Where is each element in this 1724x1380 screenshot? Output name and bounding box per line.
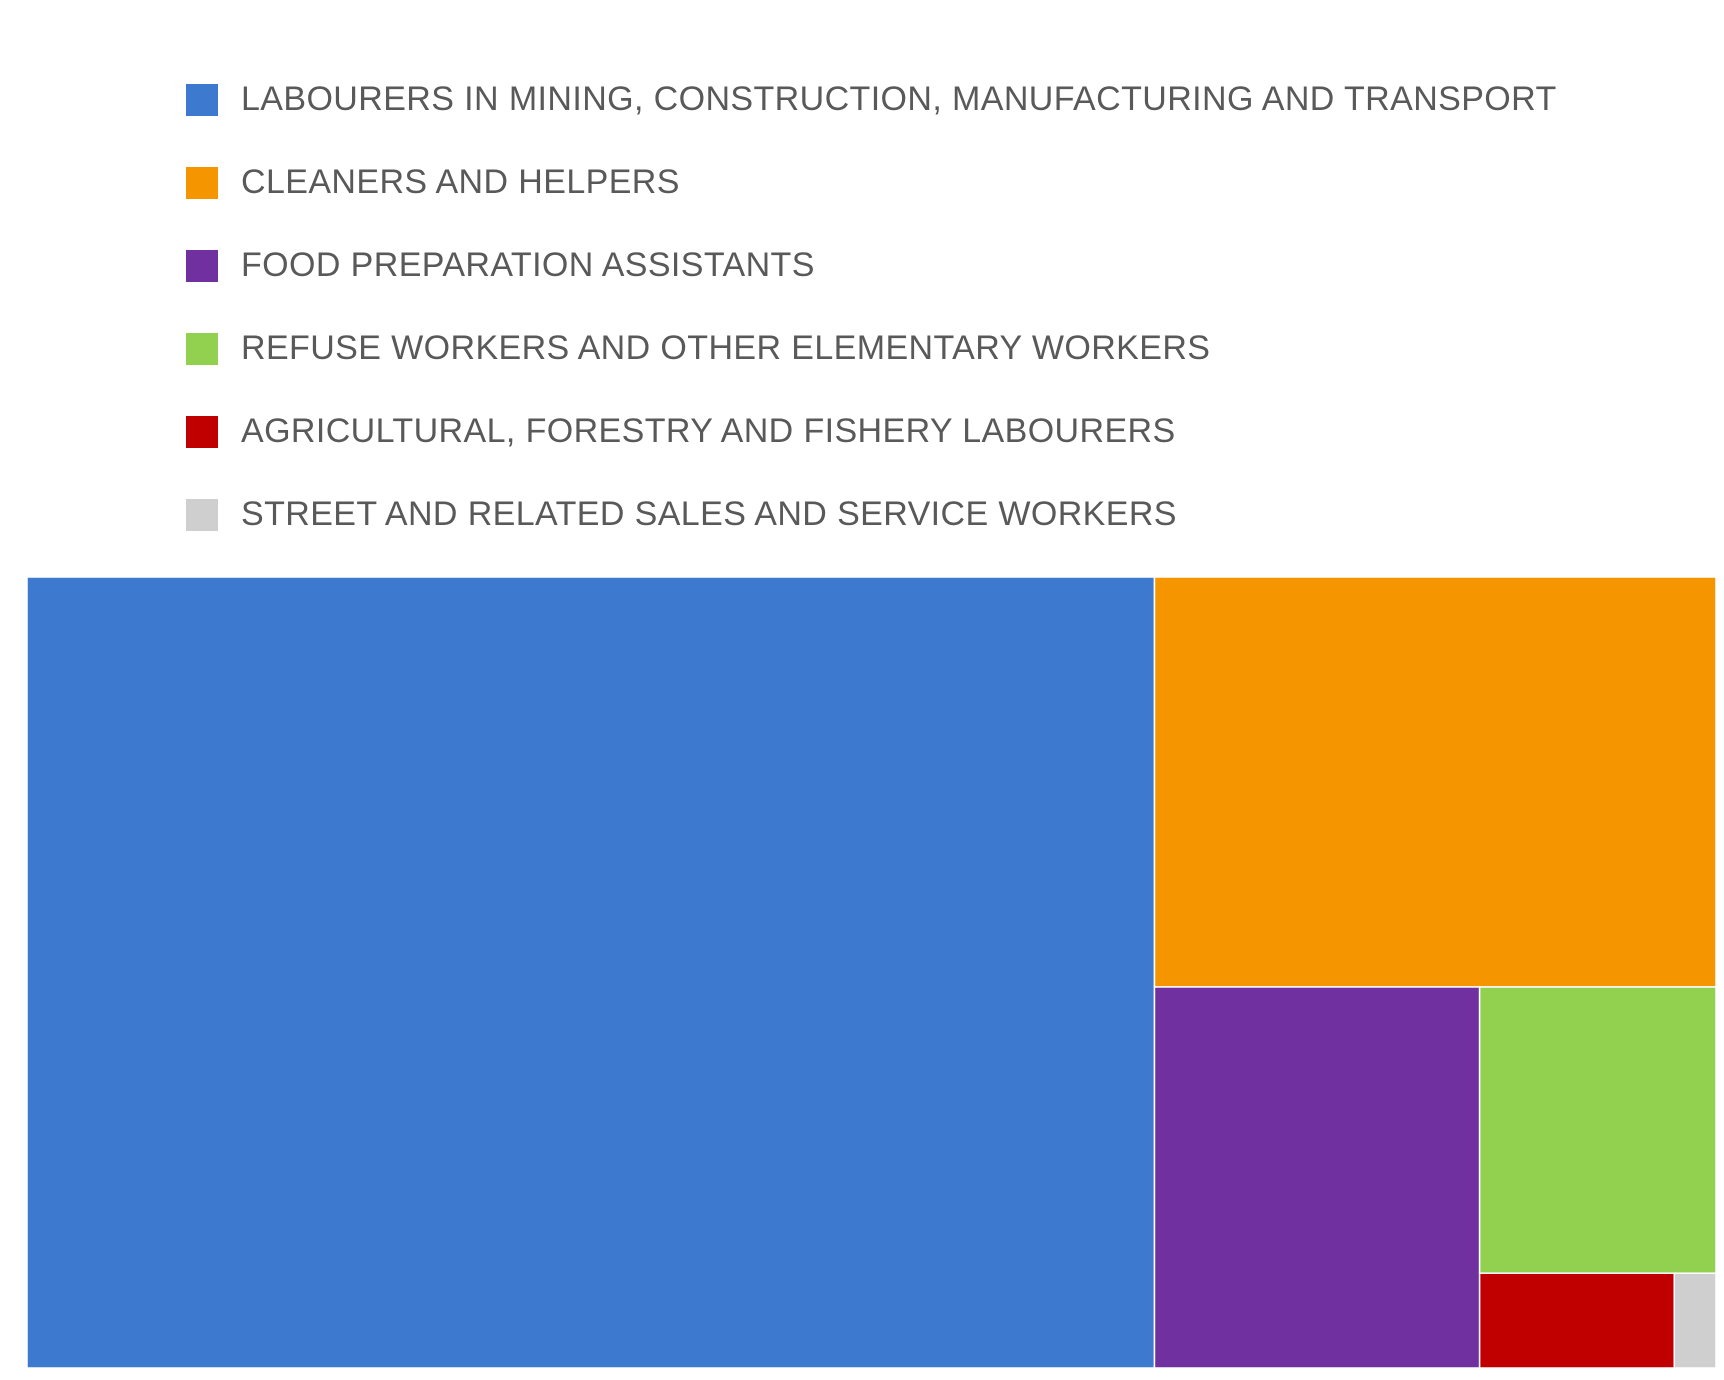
legend-item-cleaners: CLEANERS AND HELPERS — [186, 141, 1557, 224]
legend-label-cleaners: CLEANERS AND HELPERS — [241, 163, 680, 201]
legend-swatch-food-prep — [186, 249, 218, 282]
legend-item-food-prep: FOOD PREPARATION ASSISTANTS — [186, 224, 1557, 307]
treemap-tile-labourers — [26, 576, 1156, 1369]
legend-swatch-agricultural — [186, 415, 218, 448]
legend-swatch-cleaners — [186, 166, 218, 199]
legend-item-labourers: LABOURERS IN MINING, CONSTRUCTION, MANUF… — [186, 58, 1557, 141]
treemap-tile-food-prep — [1153, 986, 1481, 1369]
legend-label-food-prep: FOOD PREPARATION ASSISTANTS — [241, 246, 815, 284]
legend-label-labourers: LABOURERS IN MINING, CONSTRUCTION, MANUF… — [241, 80, 1557, 118]
legend-swatch-street — [186, 498, 218, 531]
treemap-tile-refuse — [1478, 986, 1717, 1274]
legend-swatch-refuse — [186, 332, 218, 365]
legend-label-refuse: REFUSE WORKERS AND OTHER ELEMENTARY WORK… — [241, 329, 1211, 367]
legend-item-agricultural: AGRICULTURAL, FORESTRY AND FISHERY LABOU… — [186, 390, 1557, 473]
treemap-tile-agricultural — [1478, 1272, 1676, 1369]
legend-item-refuse: REFUSE WORKERS AND OTHER ELEMENTARY WORK… — [186, 307, 1557, 390]
treemap-tile-street — [1673, 1272, 1717, 1369]
treemap-tile-cleaners — [1153, 576, 1717, 988]
chart-legend: LABOURERS IN MINING, CONSTRUCTION, MANUF… — [186, 58, 1557, 556]
legend-item-street: STREET AND RELATED SALES AND SERVICE WOR… — [186, 473, 1557, 556]
legend-label-street: STREET AND RELATED SALES AND SERVICE WOR… — [241, 495, 1177, 533]
legend-swatch-labourers — [186, 83, 218, 116]
legend-label-agricultural: AGRICULTURAL, FORESTRY AND FISHERY LABOU… — [241, 412, 1176, 450]
